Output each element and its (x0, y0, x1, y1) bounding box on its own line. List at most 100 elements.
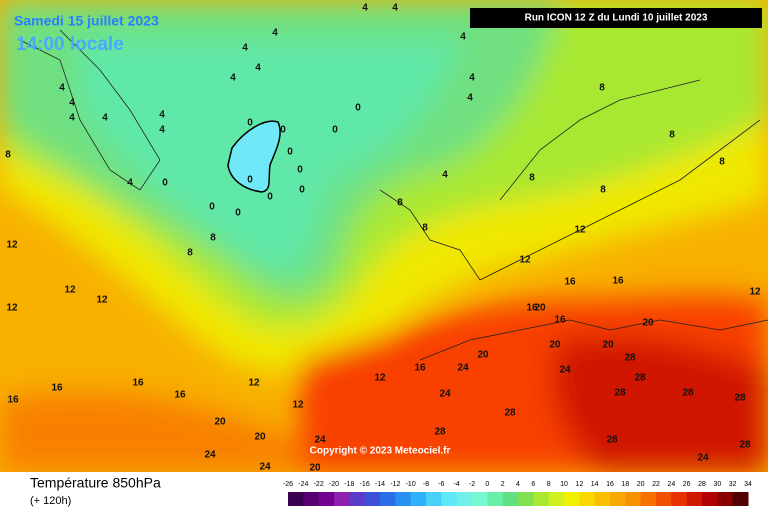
colorbar-tick-label: 28 (698, 481, 706, 488)
contour-label: 4 (159, 125, 165, 136)
contour-label: 0 (247, 118, 253, 129)
colorbar-cell (610, 492, 626, 506)
colorbar-cell (472, 492, 488, 506)
contour-label: 16 (554, 315, 566, 326)
legend-subtitle: (+ 120h) (30, 495, 71, 507)
contour-label: 4 (69, 113, 75, 124)
contour-label: 12 (6, 240, 18, 251)
contour-label: 24 (259, 462, 271, 473)
contour-label: 0 (287, 147, 293, 158)
colorbar-tick-label: 10 (560, 481, 568, 488)
contour-label: 24 (697, 453, 709, 464)
colorbar-tick-label: 34 (744, 481, 752, 488)
colorbar-cell (564, 492, 580, 506)
run-box (470, 8, 762, 28)
contour-label: 12 (374, 373, 386, 384)
colorbar-cell (548, 492, 565, 506)
colorbar-tick-label: 2 (501, 481, 505, 488)
contour-label: 12 (64, 285, 76, 296)
colorbar-cell (533, 492, 550, 506)
colorbar-cell (594, 492, 611, 506)
contour-label: 28 (739, 440, 751, 451)
colorbar-cell (732, 492, 749, 506)
colorbar-tick-label: -16 (360, 481, 370, 488)
contour-label: 24 (559, 365, 571, 376)
contour-label: 8 (397, 198, 403, 209)
contour-label: 4 (242, 43, 248, 54)
contour-label: 0 (332, 125, 338, 136)
colorbar-cell (671, 492, 688, 506)
contour-label: 28 (624, 353, 636, 364)
colorbar-cell (456, 492, 473, 506)
colorbar-tick-label: 22 (652, 481, 660, 488)
colorbar-tick-label: -14 (375, 481, 385, 488)
colorbar-tick-label: 26 (683, 481, 691, 488)
colorbar-tick-label: -12 (390, 481, 400, 488)
colorbar-cell (487, 492, 504, 506)
contour-label: 8 (210, 233, 216, 244)
coastlines (19, 29, 768, 361)
colorbar-cell (656, 492, 672, 506)
local-time: 14:00 locale (16, 34, 124, 55)
contour-label: 12 (519, 255, 531, 266)
contour-label: 16 (132, 378, 144, 389)
contour-label: 28 (504, 408, 516, 419)
colorbar-tick-label: 4 (516, 481, 520, 488)
temperature-field (0, 0, 768, 472)
colorbar-tick-label: -26 (283, 481, 293, 488)
contour-label: 24 (457, 363, 469, 374)
colorbar-cell (640, 492, 657, 506)
contour-label: 28 (434, 427, 446, 438)
contour-label: 24 (204, 450, 216, 461)
colorbar-tick-label: -2 (469, 481, 475, 488)
contour-label: 8 (719, 157, 725, 168)
colorbar-cell (702, 492, 718, 506)
colorbar-tick-label: -6 (438, 481, 444, 488)
colorbar-cell (395, 492, 412, 506)
colorbar-tick-label: 18 (621, 481, 629, 488)
contour-label: 4 (127, 178, 133, 189)
colorbar-tick-label: 32 (729, 481, 737, 488)
colorbar-cell (380, 492, 396, 506)
colorbar-cell (625, 492, 642, 506)
contour-label: 8 (422, 223, 428, 234)
colorbar-cell (349, 492, 366, 506)
colorbar-cell (441, 492, 458, 506)
contour-label: 4 (230, 73, 236, 84)
colorbar-tick-label: -20 (329, 481, 339, 488)
colorbar-tick-label: -4 (454, 481, 460, 488)
contour-label: 4 (159, 110, 165, 121)
contour-label: 4 (102, 113, 108, 124)
colorbar-tick-label: 8 (547, 481, 551, 488)
contour-label: 20 (214, 417, 226, 428)
contour-label: 0 (280, 125, 286, 136)
contour-label: 24 (314, 435, 326, 446)
contour-label: 4 (69, 98, 75, 109)
contour-label: 8 (600, 185, 606, 196)
colorbar: -26 -24 -22 -20 -18 -16 -14 -12 -10 -8 -6 -4 -2 0 2 4 6 8… (283, 481, 752, 506)
contour-label: 0 (299, 185, 305, 196)
contour-label: 20 (642, 318, 654, 329)
colorbar-tick-label: 6 (531, 481, 535, 488)
contour-label: 8 (669, 130, 675, 141)
colorbar-cell (410, 492, 427, 506)
contour-label: 0 (297, 165, 303, 176)
contour-label: 0 (162, 178, 168, 189)
contour-label: 28 (734, 393, 746, 404)
contour-label: 16 (414, 363, 426, 374)
contour-label: 20 (477, 350, 489, 361)
contour-label: 28 (634, 373, 646, 384)
colorbar-tick-label: 16 (606, 481, 614, 488)
contour-label: 4 (255, 63, 261, 74)
colorbar-tick-label: -24 (298, 481, 308, 488)
date-title: Samedi 15 juillet 2023 (14, 13, 159, 29)
contour-label: 8 (529, 173, 535, 184)
contour-label: 24 (439, 389, 451, 400)
contour-label: 12 (292, 400, 304, 411)
colorbar-cell (502, 492, 519, 506)
contour-label: 0 (209, 202, 215, 213)
colorbar-cell (717, 492, 734, 506)
contour-label: 28 (682, 388, 694, 399)
contour-label: 4 (467, 93, 473, 104)
contour-label: 8 (599, 83, 605, 94)
